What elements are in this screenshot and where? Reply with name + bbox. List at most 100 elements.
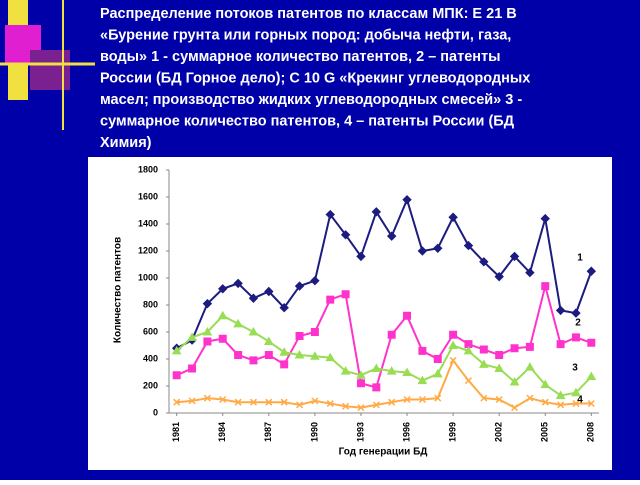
marker: [418, 395, 426, 404]
marker: [586, 266, 597, 276]
marker: [249, 398, 257, 406]
title-line: «Бурение грунта или горных пород: добыча…: [100, 27, 511, 43]
marker: [172, 371, 181, 380]
marker: [342, 402, 350, 410]
series-label: 2: [575, 318, 581, 329]
marker: [219, 395, 227, 404]
marker: [434, 394, 442, 402]
x-tick-label: 2002: [494, 422, 504, 442]
series-line: [176, 282, 592, 389]
marker: [587, 400, 595, 408]
marker: [372, 383, 381, 392]
marker: [433, 243, 443, 254]
title-line: воды» 1 - суммарное количество патентов,…: [100, 49, 501, 65]
marker: [188, 397, 196, 405]
marker: [586, 371, 597, 381]
marker: [233, 278, 243, 289]
marker: [417, 375, 428, 385]
y-axis-label: Количество патентов: [113, 237, 124, 343]
marker: [310, 275, 320, 286]
series-line: [176, 196, 593, 350]
marker: [587, 338, 596, 347]
marker: [326, 295, 335, 304]
marker: [387, 330, 396, 339]
y-tick-label: 200: [143, 380, 158, 390]
series-label: 1: [577, 253, 583, 264]
marker: [463, 240, 474, 251]
marker: [464, 340, 473, 349]
marker: [218, 334, 227, 343]
title-line: Распределение потоков патентов по класса…: [100, 6, 517, 22]
marker: [188, 364, 197, 373]
y-tick-label: 0: [153, 407, 158, 417]
marker: [386, 231, 397, 241]
x-tick-label: 2008: [586, 422, 596, 442]
series-label: 4: [577, 395, 583, 406]
marker: [371, 207, 382, 217]
y-tick-label: 600: [143, 326, 158, 336]
marker: [372, 401, 380, 409]
marker: [171, 345, 182, 355]
marker: [279, 302, 289, 313]
marker: [371, 363, 382, 372]
marker: [572, 400, 580, 408]
x-tick-label: 1981: [171, 422, 181, 442]
marker: [203, 337, 212, 346]
marker: [248, 293, 259, 303]
marker: [340, 366, 351, 375]
x-tick-label: 1984: [217, 422, 227, 442]
marker: [478, 359, 489, 368]
marker: [555, 390, 566, 399]
marker: [525, 362, 535, 371]
marker: [279, 347, 290, 356]
marker: [294, 281, 305, 291]
marker: [449, 356, 457, 364]
marker: [311, 397, 319, 405]
title-line: суммарное количество патентов, 4 – патен…: [100, 113, 515, 129]
marker: [403, 311, 412, 320]
marker: [402, 367, 412, 376]
marker: [541, 398, 549, 406]
title-line: масел; производство жидких углеводородны…: [100, 92, 522, 108]
marker: [448, 340, 458, 349]
marker: [356, 370, 366, 379]
marker: [264, 350, 273, 359]
title: Распределение потоков патентов по класса…: [100, 6, 530, 151]
marker: [448, 212, 458, 222]
x-tick-label: 1993: [355, 422, 365, 442]
marker: [494, 271, 504, 282]
marker: [310, 328, 319, 336]
marker: [509, 376, 520, 386]
marker: [511, 404, 519, 412]
marker: [296, 401, 304, 409]
x-axis-label: Год генерации БД: [339, 447, 428, 458]
marker: [218, 284, 228, 294]
title-line: России (БД Горное дело); С 10 G «Крекинг…: [100, 70, 530, 86]
marker: [495, 395, 503, 404]
marker: [418, 346, 427, 355]
marker: [264, 286, 274, 297]
marker: [557, 401, 565, 409]
y-tick-label: 1600: [138, 191, 158, 201]
marker: [295, 332, 304, 341]
marker: [280, 398, 288, 406]
marker: [310, 351, 320, 360]
marker: [202, 326, 213, 336]
marker: [432, 368, 443, 378]
marker: [449, 330, 458, 339]
marker: [249, 356, 258, 365]
marker: [173, 398, 181, 406]
marker: [480, 394, 488, 402]
marker: [526, 394, 534, 402]
y-tick-label: 800: [143, 299, 158, 309]
marker: [479, 345, 488, 354]
marker: [234, 398, 242, 406]
y-tick-label: 1000: [138, 272, 158, 282]
marker: [217, 310, 228, 320]
marker: [357, 404, 365, 412]
marker: [494, 363, 505, 372]
marker: [540, 213, 550, 224]
marker: [571, 387, 581, 397]
